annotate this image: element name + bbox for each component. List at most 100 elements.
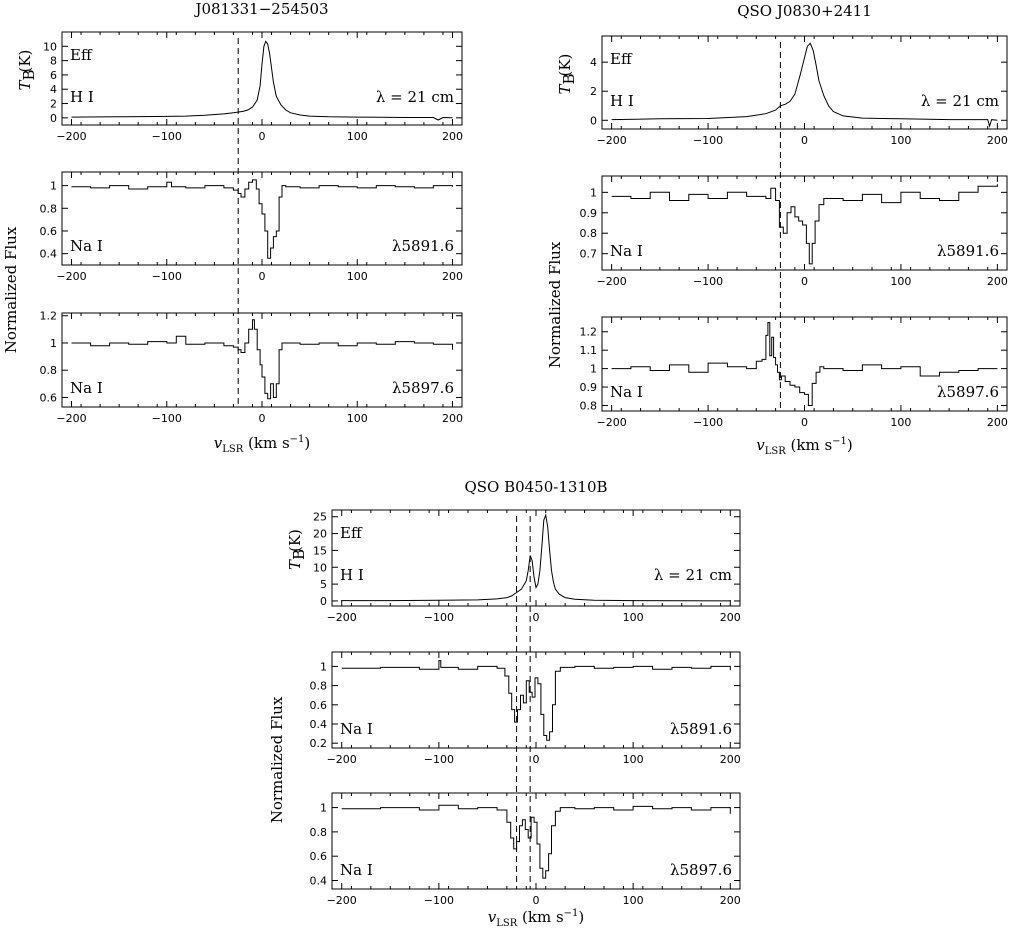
y-tick-label: 0.8: [580, 227, 598, 240]
tb-axis-label: T: [286, 559, 304, 570]
y-tick-label: 1.1: [580, 344, 598, 357]
panel-na1: −200 −100 0 100 200 0.2 0.4 0.6 0.8 1 Na I λ5891.6: [310, 651, 741, 766]
tb-axis-sub: B: [20, 69, 38, 80]
y-tick-label: 15: [313, 544, 327, 557]
x-axis-label: vLSR (km s−1): [756, 436, 853, 457]
panel-na2: −200 −100 0 100 200 0.6 0.8 1 1.2 Na I λ5897.6: [40, 310, 463, 425]
y-tick-label: 1: [320, 660, 327, 673]
y-tick-label: 0: [590, 114, 597, 127]
y-tick-label: 0.8: [40, 202, 58, 215]
y-tick-label: 10: [43, 40, 57, 53]
x-tick-label: 0: [259, 270, 266, 283]
y-tick-label: 0.8: [580, 399, 598, 412]
x-tick-label: −200: [56, 270, 86, 283]
y-tick-label: 1: [590, 363, 597, 376]
species-label: Na I: [70, 379, 103, 397]
x-tick-label: −200: [327, 894, 357, 907]
x-tick-label: −100: [152, 130, 182, 143]
y-tick-label: 0.9: [580, 381, 598, 394]
x-tick-label: −200: [327, 753, 357, 766]
panel-hi: −200 −100 0 100 200 0 2 4 Eff H I λ = 21 cm TB(K): [556, 35, 1008, 147]
x-tick-label: −100: [693, 134, 723, 147]
y-tick-label: 0.6: [310, 699, 328, 712]
y-tick-label: 0.8: [40, 364, 58, 377]
y-tick-label: 2: [590, 85, 597, 98]
x-tick-label: −200: [597, 134, 627, 147]
y-tick-label: 20: [313, 528, 327, 541]
species-label: Na I: [340, 861, 373, 879]
x-tick-label: 200: [442, 270, 463, 283]
x-tick-label: 200: [987, 134, 1008, 147]
panel-na2: −200 −100 0 100 200 0.4 0.6 0.8 1 Na I λ5897.6: [310, 792, 741, 907]
y-tick-label: 0.8: [310, 680, 328, 693]
tb-axis-unit: (K): [16, 50, 34, 73]
y-tick-label: 0.4: [310, 718, 328, 731]
wavelength-label: λ5891.6: [392, 237, 454, 255]
x-tick-label: 0: [259, 412, 266, 425]
x-tick-label: 200: [442, 412, 463, 425]
eff-label: Eff: [340, 524, 363, 542]
y-tick-label: 1: [590, 186, 597, 199]
tb-axis-label: T: [556, 84, 574, 95]
x-tick-label: 100: [347, 270, 368, 283]
species-label: H I: [610, 92, 634, 110]
x-tick-label: −100: [693, 275, 723, 288]
species-label: Na I: [610, 383, 643, 401]
y-tick-label: 1.2: [40, 310, 58, 323]
x-tick-label: 0: [533, 753, 540, 766]
eff-label: Eff: [70, 46, 93, 64]
x-tick-label: 0: [533, 894, 540, 907]
x-tick-label: 0: [801, 134, 808, 147]
panel-frame: [61, 31, 463, 126]
x-tick-label: −200: [56, 130, 86, 143]
y-tick-label: 1.2: [580, 326, 598, 339]
chart-title: QSO B0450-1310B: [464, 478, 607, 496]
species-label: Na I: [340, 720, 373, 738]
x-tick-label: −100: [693, 416, 723, 429]
x-tick-label: 200: [442, 130, 463, 143]
x-tick-label: −100: [424, 894, 454, 907]
x-tick-label: 100: [890, 416, 911, 429]
wavelength-label: λ = 21 cm: [654, 566, 732, 584]
wavelength-label: λ5897.6: [392, 379, 454, 397]
x-tick-label: 0: [801, 275, 808, 288]
x-tick-label: 200: [987, 275, 1008, 288]
chart-title: J081331−254503: [193, 0, 328, 18]
species-label: H I: [340, 566, 364, 584]
spectrum-line: [341, 513, 731, 602]
flux-axis-label: Normalized Flux: [546, 241, 564, 368]
x-tick-label: 100: [890, 275, 911, 288]
x-axis-label: vLSR (km s−1): [214, 434, 311, 455]
y-tick-label: 4: [50, 83, 57, 96]
y-tick-label: 0.4: [40, 248, 58, 261]
tb-axis-unit: (K): [556, 54, 574, 77]
y-tick-label: 0.9: [580, 207, 598, 220]
wavelength-label: λ5897.6: [937, 383, 999, 401]
x-tick-label: 100: [623, 611, 644, 624]
x-tick-label: −100: [424, 611, 454, 624]
x-tick-label: −100: [152, 412, 182, 425]
panel-na1: −200 −100 0 100 200 0.4 0.6 0.8 1 Na I λ5891.6: [40, 171, 463, 283]
y-tick-label: 0: [50, 112, 57, 125]
wavelength-label: λ5891.6: [937, 242, 999, 260]
tb-axis-sub: B: [560, 73, 578, 84]
y-tick-label: 1: [50, 180, 57, 193]
spectrum-line: [341, 804, 731, 879]
y-tick-label: 4: [590, 56, 597, 69]
tb-axis-label: T: [16, 80, 34, 91]
wavelength-label: λ5891.6: [670, 720, 732, 738]
species-label: Na I: [610, 242, 643, 260]
y-tick-label: 0.4: [310, 874, 328, 887]
panel-frame: [601, 35, 1008, 130]
y-tick-label: 0.7: [580, 248, 598, 261]
x-tick-label: −200: [597, 416, 627, 429]
x-tick-label: 0: [533, 611, 540, 624]
y-tick-label: 0.2: [310, 737, 328, 750]
y-tick-label: 0: [320, 595, 327, 608]
x-tick-label: 100: [623, 753, 644, 766]
chart-3: QSO B0450-1310B−200 −100 0 100 2000510152025…: [268, 478, 741, 929]
